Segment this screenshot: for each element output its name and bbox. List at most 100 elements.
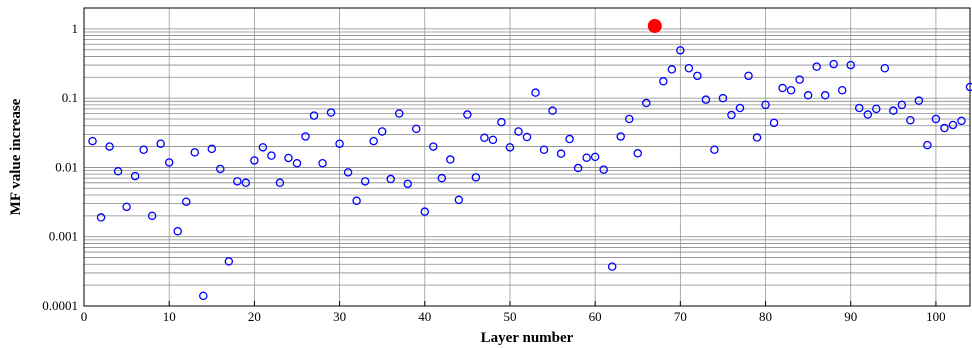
data-point <box>548 106 557 115</box>
data-point <box>199 291 208 301</box>
data-point <box>471 173 481 182</box>
data-point <box>403 179 412 189</box>
data-point <box>411 124 421 134</box>
x-tick-label: 100 <box>926 309 946 324</box>
data-point <box>693 71 702 81</box>
data-point <box>795 75 804 84</box>
data-point <box>752 133 762 142</box>
x-tick-label: 0 <box>81 309 88 324</box>
x-tick-label: 70 <box>674 309 687 324</box>
x-tick-label: 10 <box>163 309 176 324</box>
y-tick-label: 0.001 <box>49 229 78 244</box>
data-point <box>812 62 821 71</box>
data-point <box>446 155 455 164</box>
data-point <box>539 145 549 154</box>
data-point <box>642 98 651 108</box>
data-point <box>931 114 941 124</box>
data-point <box>130 171 140 181</box>
x-tick-label: 50 <box>503 309 516 324</box>
data-point <box>88 136 97 146</box>
data-point <box>965 82 972 92</box>
data-point <box>488 135 498 145</box>
data-point <box>948 120 958 130</box>
data-point <box>786 85 796 95</box>
data-point <box>701 95 711 104</box>
data-point <box>181 197 191 206</box>
data-point <box>744 71 753 81</box>
data-point <box>156 139 165 148</box>
data-point <box>897 100 907 110</box>
data-point <box>735 103 745 113</box>
data-point <box>880 64 890 73</box>
data-point <box>190 148 199 157</box>
data-point <box>241 178 251 188</box>
data-point <box>633 149 643 158</box>
data-point <box>710 145 719 154</box>
y-tick-label: 0.1 <box>62 90 78 105</box>
plot-frame <box>83 7 971 307</box>
data-point <box>113 167 123 176</box>
data-points <box>88 18 972 301</box>
data-point <box>607 262 617 271</box>
data-point <box>582 153 591 162</box>
data-point <box>284 153 293 163</box>
data-point <box>386 174 395 184</box>
y-tick-label: 0.01 <box>55 159 78 174</box>
data-point <box>454 195 464 205</box>
data-point <box>667 65 677 74</box>
data-point <box>624 114 634 124</box>
data-point <box>820 91 830 100</box>
data-point <box>761 100 770 110</box>
data-point <box>147 211 157 221</box>
data-point <box>505 143 515 152</box>
data-point <box>429 142 438 151</box>
data-point <box>914 96 924 105</box>
data-point <box>863 110 873 119</box>
data-point <box>590 152 600 162</box>
data-point <box>377 127 387 136</box>
x-tick-label: 80 <box>759 309 772 324</box>
data-point <box>556 149 566 158</box>
y-tick-label: 0.0001 <box>42 298 78 313</box>
data-point <box>207 144 217 154</box>
data-point <box>369 136 378 146</box>
data-point <box>616 132 625 141</box>
x-tick-label: 30 <box>333 309 346 324</box>
data-point <box>301 132 310 141</box>
data-point <box>514 127 523 136</box>
data-point <box>309 111 319 120</box>
data-point <box>778 83 787 93</box>
data-point <box>139 145 148 154</box>
data-point <box>599 165 608 174</box>
y-tick-label: 1 <box>72 21 79 36</box>
highlighted-point <box>647 18 662 33</box>
data-point <box>872 104 881 114</box>
data-point <box>906 115 915 125</box>
data-point <box>522 132 532 142</box>
data-point <box>352 196 361 206</box>
x-tick-label: 90 <box>844 309 857 324</box>
data-point <box>343 168 353 177</box>
data-point <box>659 77 668 86</box>
data-point <box>250 156 259 165</box>
data-point <box>335 139 344 148</box>
data-point <box>326 108 336 117</box>
data-point <box>122 202 131 212</box>
data-point <box>318 158 327 168</box>
data-point <box>164 158 174 167</box>
data-point <box>420 207 430 216</box>
data-point <box>889 106 898 115</box>
x-tick-label: 20 <box>248 309 261 324</box>
data-point <box>275 178 285 188</box>
data-point <box>463 110 472 119</box>
x-axis-title: Layer number <box>481 330 574 346</box>
x-tick-label: 40 <box>418 309 431 324</box>
data-point <box>573 163 583 173</box>
data-point <box>480 133 489 143</box>
data-point <box>233 177 242 186</box>
data-point <box>957 116 966 126</box>
data-point <box>676 46 685 55</box>
data-point <box>96 213 106 222</box>
data-point <box>216 164 225 174</box>
data-point <box>394 109 404 118</box>
